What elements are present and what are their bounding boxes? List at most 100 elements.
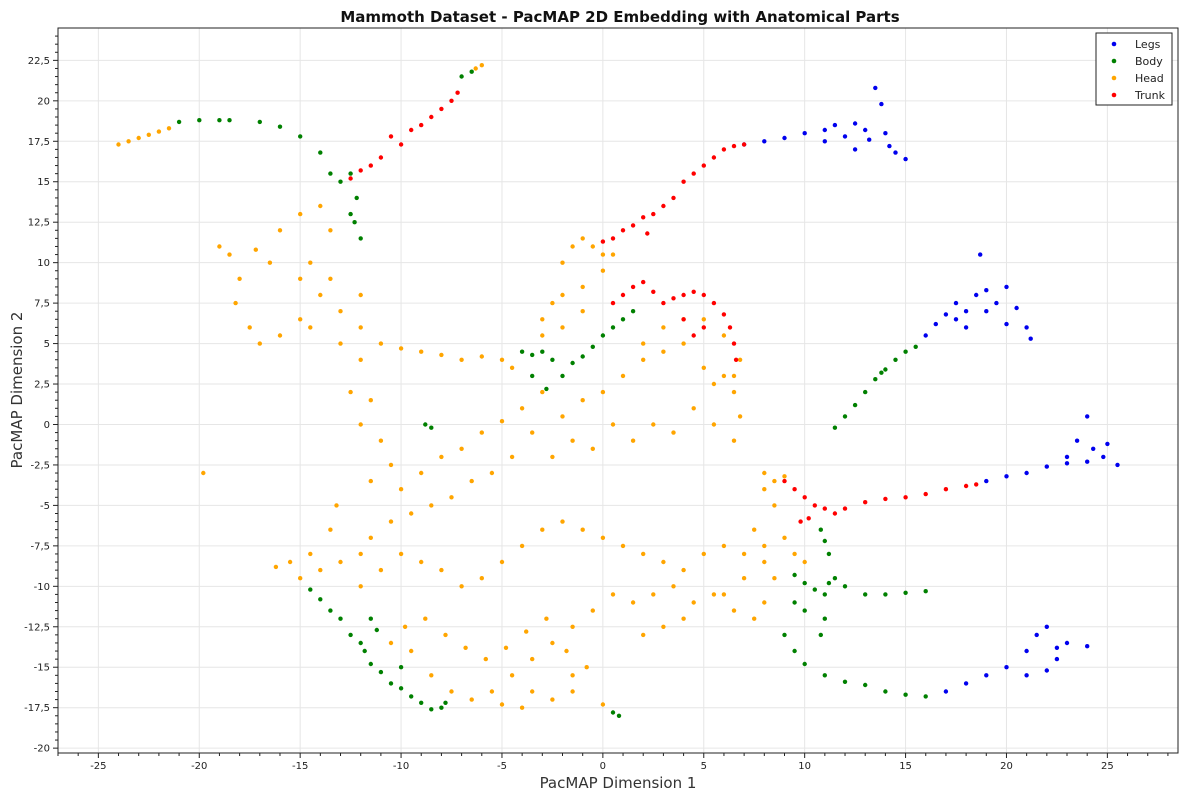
data-point: [590, 244, 595, 249]
data-point: [469, 697, 474, 702]
data-point: [903, 349, 908, 354]
data-point: [701, 292, 706, 298]
data-point: [560, 414, 565, 419]
data-point: [257, 341, 262, 346]
data-point: [308, 260, 313, 265]
data-point: [398, 665, 404, 670]
data-point: [1101, 454, 1106, 460]
data-point: [338, 341, 343, 346]
data-point: [1024, 673, 1029, 678]
data-point: [701, 317, 706, 322]
data-point: [378, 669, 384, 675]
data-point: [540, 317, 545, 322]
data-point: [338, 616, 343, 621]
data-point: [1054, 645, 1060, 650]
data-point: [852, 147, 858, 152]
data-point: [731, 608, 737, 613]
plot-frame: [57, 27, 1179, 754]
data-point: [630, 438, 636, 443]
data-point: [338, 309, 343, 314]
data-point: [600, 702, 606, 707]
data-point: [701, 163, 706, 168]
data-point: [651, 211, 656, 217]
data-point: [423, 616, 428, 621]
data-point: [727, 325, 733, 330]
data-point: [600, 389, 606, 395]
data-point: [752, 527, 757, 532]
data-point: [499, 559, 505, 565]
data-point: [752, 616, 757, 621]
data-point: [616, 713, 622, 718]
data-point: [318, 597, 323, 602]
data-point: [519, 543, 525, 549]
data-point: [374, 627, 379, 633]
data-point: [903, 590, 908, 595]
data-point: [443, 632, 448, 638]
data-point: [782, 478, 787, 484]
data-point: [519, 406, 525, 411]
data-point: [378, 155, 384, 160]
data-point: [842, 414, 848, 419]
data-point: [984, 309, 989, 314]
data-point: [509, 454, 515, 460]
data-point: [419, 700, 424, 705]
data-point: [711, 422, 717, 427]
data-point: [368, 661, 373, 667]
data-point: [737, 414, 743, 419]
data-point: [590, 446, 595, 451]
x-tick-label: 25: [1101, 761, 1114, 772]
data-point: [1044, 668, 1050, 673]
data-point: [711, 381, 717, 387]
data-point: [419, 559, 424, 565]
data-point: [590, 344, 595, 349]
data-point: [818, 632, 823, 638]
data-point: [798, 519, 803, 524]
axis-ticks: -25 -20 -15 -10 -5 0 5 10 15 20 25 22,5 20 17,5 15 12,5…: [24, 35, 1169, 772]
data-point: [509, 365, 515, 370]
data-point: [681, 292, 686, 298]
data-point: [782, 535, 787, 540]
data-point: [923, 694, 928, 699]
data-point: [580, 236, 585, 241]
data-point: [826, 580, 832, 586]
data-point: [318, 567, 323, 573]
grid: [58, 28, 1178, 753]
y-tick-label: 2,5: [34, 380, 50, 391]
legend-marker: [1111, 41, 1117, 47]
data-point: [802, 495, 807, 500]
data-point: [368, 616, 373, 621]
y-tick-label: 0: [44, 420, 50, 431]
data-point: [479, 576, 484, 581]
data-point: [842, 584, 848, 589]
data-point: [822, 673, 827, 678]
data-point: [237, 276, 242, 281]
data-point: [610, 236, 616, 241]
data-point: [792, 572, 797, 578]
y-tick-label: 5: [44, 339, 50, 350]
data-point: [378, 567, 384, 573]
x-tick-label: -20: [191, 761, 207, 772]
data-point: [560, 325, 565, 330]
data-point: [398, 686, 404, 691]
data-point: [358, 551, 363, 557]
data-point: [358, 640, 363, 646]
data-point: [681, 341, 686, 346]
data-point: [812, 503, 817, 508]
data-point: [903, 692, 908, 697]
data-point: [479, 430, 484, 435]
data-point: [762, 487, 767, 492]
data-point: [963, 483, 969, 489]
data-point: [641, 279, 646, 285]
data-point: [782, 474, 787, 479]
data-point: [1115, 462, 1120, 468]
x-tick-label: -5: [497, 761, 507, 772]
data-point: [1004, 665, 1009, 670]
data-point: [519, 705, 525, 710]
data-point: [867, 137, 872, 142]
data-point: [233, 300, 238, 306]
data-point: [348, 176, 353, 181]
data-point: [620, 292, 626, 298]
data-point: [439, 705, 444, 710]
data-point: [630, 600, 636, 605]
data-point: [661, 300, 666, 306]
